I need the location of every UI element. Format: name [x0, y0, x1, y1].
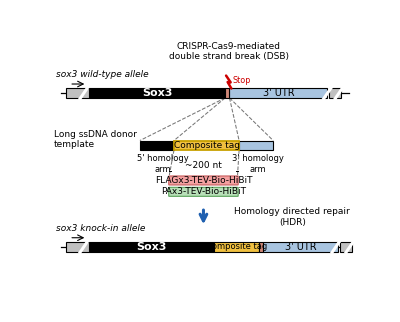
FancyBboxPatch shape	[140, 140, 174, 150]
FancyBboxPatch shape	[214, 242, 259, 251]
Text: 3' UTR: 3' UTR	[263, 88, 294, 98]
FancyBboxPatch shape	[66, 89, 89, 98]
Text: Long ssDNA donor
template: Long ssDNA donor template	[54, 130, 136, 149]
Text: Sox3: Sox3	[142, 88, 172, 98]
Text: Composite tag: Composite tag	[206, 242, 267, 251]
Text: CRISPR-Cas9-mediated
double strand break (DSB): CRISPR-Cas9-mediated double strand break…	[169, 42, 289, 61]
FancyBboxPatch shape	[230, 89, 328, 98]
Text: 3' UTR: 3' UTR	[285, 242, 317, 252]
FancyBboxPatch shape	[239, 140, 273, 150]
Text: Composite tag: Composite tag	[174, 141, 240, 150]
Text: 5' homology
arm: 5' homology arm	[137, 155, 189, 174]
FancyBboxPatch shape	[329, 89, 342, 98]
Text: sox3 knock-in allele: sox3 knock-in allele	[56, 223, 145, 232]
FancyBboxPatch shape	[263, 242, 338, 251]
FancyBboxPatch shape	[89, 242, 214, 251]
Text: sox3 wild-type allele: sox3 wild-type allele	[56, 70, 148, 79]
Text: FLAGx3-TEV-Bio-HiBiT: FLAGx3-TEV-Bio-HiBiT	[155, 176, 252, 185]
FancyBboxPatch shape	[66, 242, 89, 251]
Text: Homology directed repair
(HDR): Homology directed repair (HDR)	[234, 207, 350, 227]
FancyBboxPatch shape	[89, 89, 225, 98]
FancyBboxPatch shape	[174, 140, 239, 150]
Text: 3' homology
arm: 3' homology arm	[232, 155, 284, 174]
FancyBboxPatch shape	[225, 89, 230, 98]
FancyBboxPatch shape	[259, 242, 263, 251]
Text: ~200 nt: ~200 nt	[185, 161, 222, 170]
FancyBboxPatch shape	[169, 187, 238, 196]
Text: Stop: Stop	[232, 76, 251, 85]
Text: PAx3-TEV-Bio-HiBiT: PAx3-TEV-Bio-HiBiT	[161, 187, 246, 196]
Text: Sox3: Sox3	[136, 242, 167, 252]
FancyBboxPatch shape	[340, 242, 352, 251]
FancyBboxPatch shape	[169, 176, 238, 185]
